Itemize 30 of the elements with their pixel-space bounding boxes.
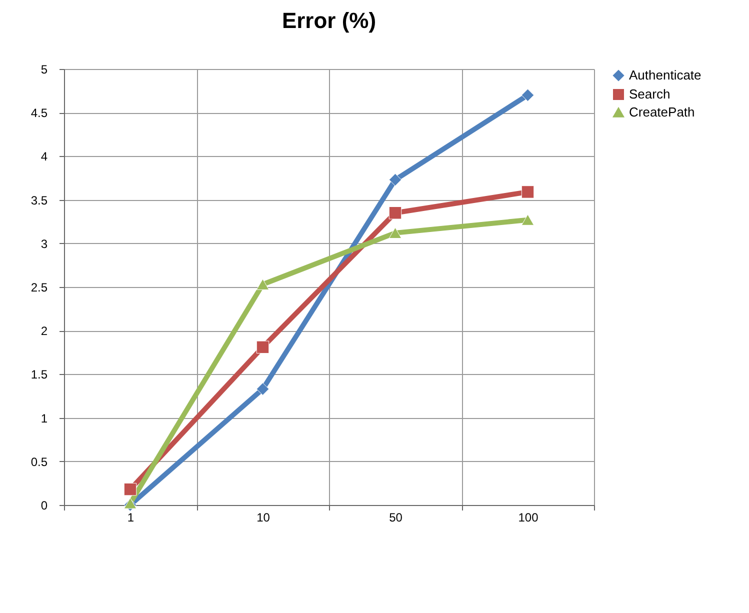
y-tick-label: 2: [40, 324, 48, 338]
y-tick-label: 2.5: [30, 280, 48, 294]
point: [521, 88, 534, 102]
x-tick-label: 10: [256, 510, 270, 524]
point: [256, 340, 270, 354]
x-tick-label: 1: [127, 510, 134, 524]
point: [124, 498, 137, 509]
y-tick-label: 5: [40, 62, 48, 76]
y-tick-label: 0.5: [30, 454, 48, 469]
point: [124, 482, 137, 496]
point: [521, 186, 534, 198]
point: [521, 214, 534, 226]
point: [388, 227, 402, 238]
x-tick-label: 100: [518, 510, 539, 524]
y-tick-label: 3.5: [30, 193, 48, 208]
point: [256, 382, 270, 396]
point: [388, 173, 402, 186]
legend-label: Authenticate: [629, 68, 702, 82]
legend-label: Search: [629, 86, 670, 102]
legend-label: CreatePath: [629, 104, 695, 120]
y-tick-label: 1: [40, 411, 48, 426]
y-tick-label: 0: [40, 498, 48, 512]
x-tick-label: 50: [389, 510, 403, 524]
point: [388, 206, 402, 220]
point: [256, 278, 270, 290]
y-tick-label: 4.5: [30, 106, 48, 120]
y-tick-label: 4: [40, 150, 48, 164]
chart-title: Error (%): [282, 8, 376, 33]
y-tick-label: 1.5: [30, 368, 48, 382]
y-tick-label: 3: [40, 236, 48, 251]
